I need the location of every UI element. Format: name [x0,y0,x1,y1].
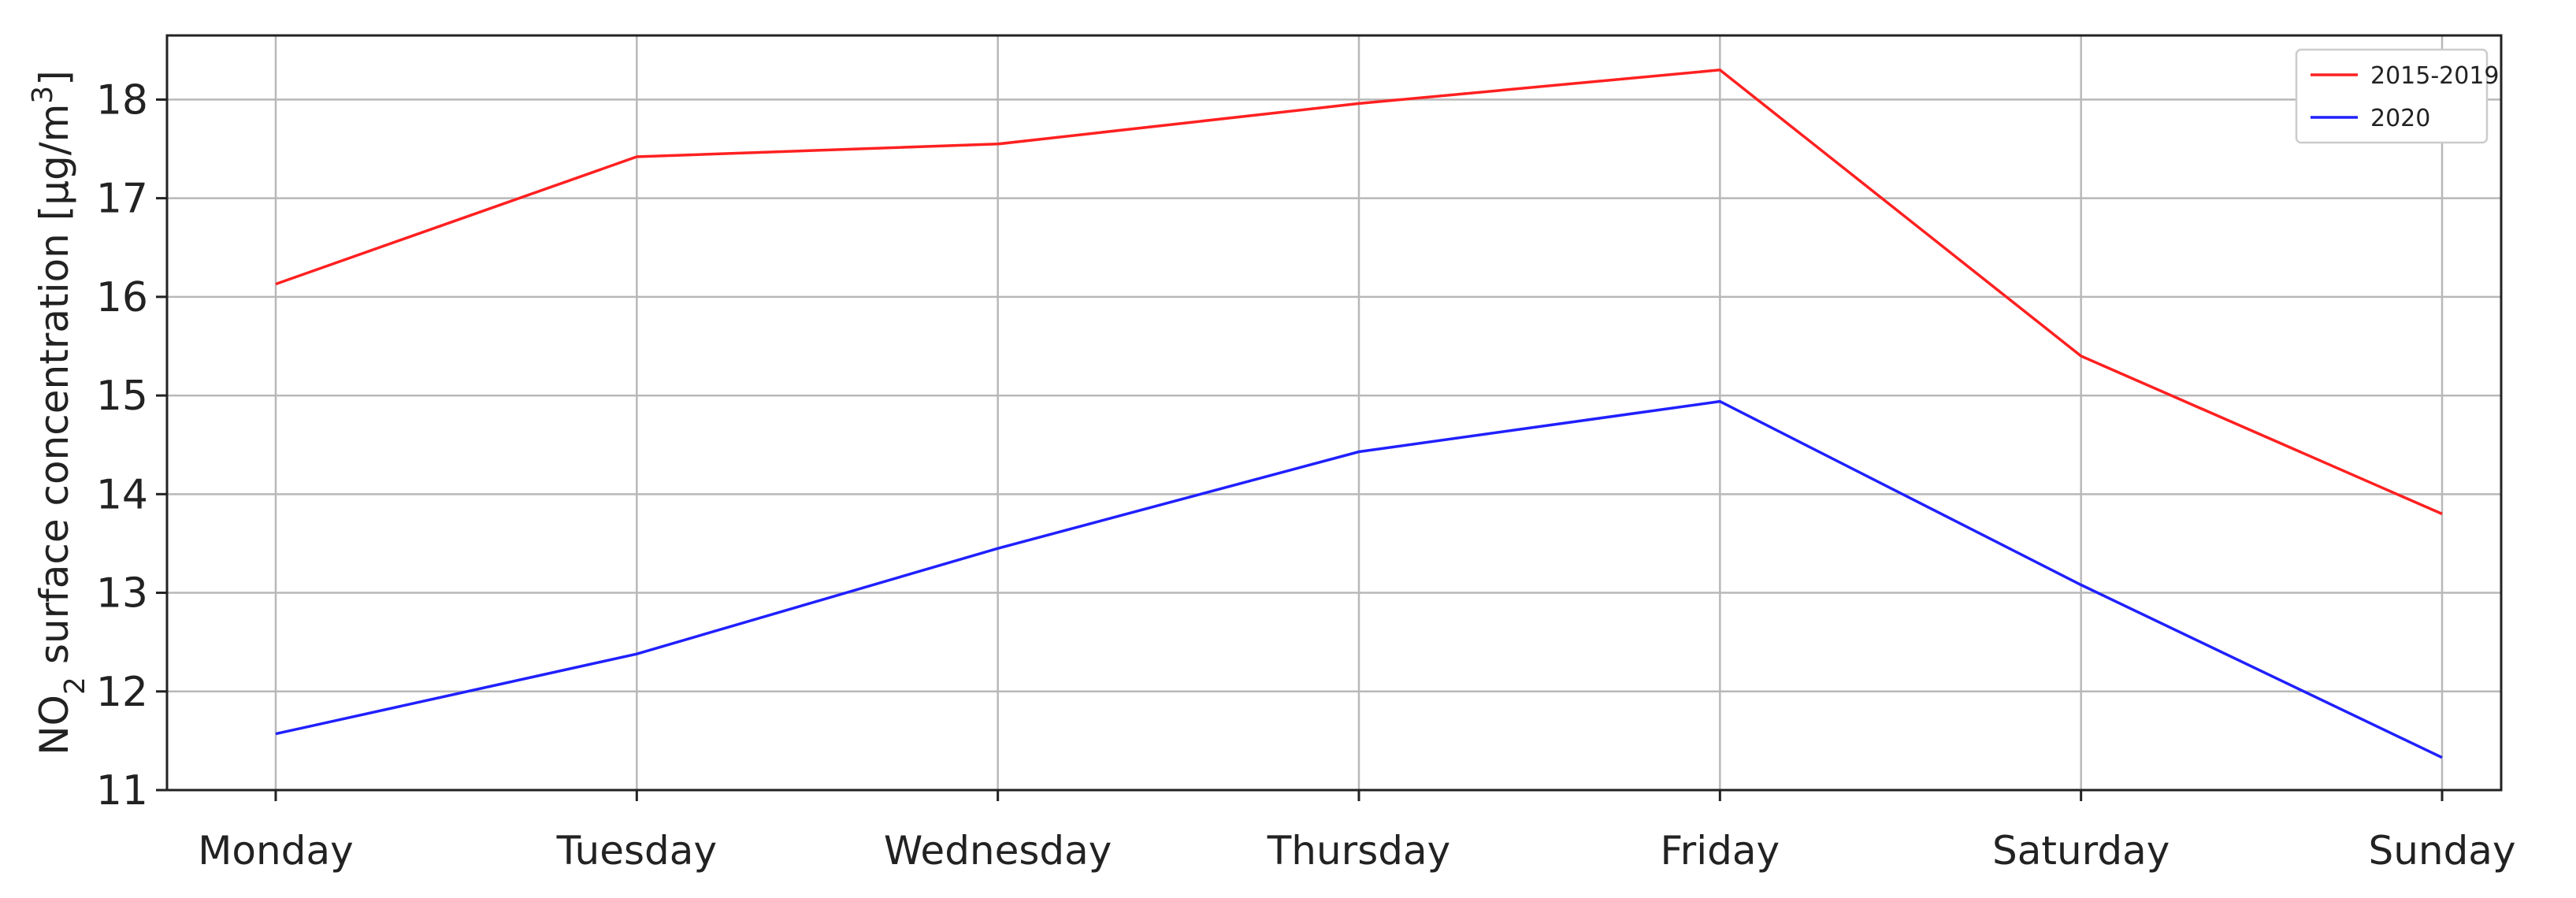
y-tick-label: 11 [96,767,148,815]
x-tick-label: Saturday [1992,828,2170,874]
series-line-2015-2019 [275,68,2443,516]
y-tick-label: 18 [96,76,148,124]
x-tick-label: Sunday [2368,828,2515,874]
y-tick-label: 12 [96,669,148,716]
y-axis: 11 12 13 14 15 16 17 18 [96,76,167,815]
series-layer [275,68,2443,759]
legend-label: 2015-2019 [2370,62,2500,90]
x-tick-label: Wednesday [884,828,1112,874]
y-axis-label-group: NO2 surface concentration [µg/m3] [27,70,91,755]
x-tick-label: Monday [198,828,353,874]
series-line-2020 [275,399,2443,759]
y-tick-label: 13 [96,570,148,618]
y-tick-label: 16 [96,274,148,321]
y-axis-label: NO2 surface concentration [µg/m3] [27,70,91,755]
y-tick-label: 14 [96,471,148,518]
grid [167,35,2501,792]
legend: 2015-2019 2020 [2295,48,2500,144]
y-tick-label: 17 [96,176,148,223]
plot-frame [165,34,2503,792]
y-tick-label: 15 [96,373,148,420]
x-tick-label: Friday [1661,828,1780,874]
x-tick-label: Tuesday [556,828,717,874]
legend-box [2295,48,2489,144]
x-tick-label: Thursday [1267,828,1451,874]
legend-label: 2020 [2370,105,2430,132]
x-axis: Monday Tuesday Wednesday Thursday Friday Satu… [198,790,2516,874]
